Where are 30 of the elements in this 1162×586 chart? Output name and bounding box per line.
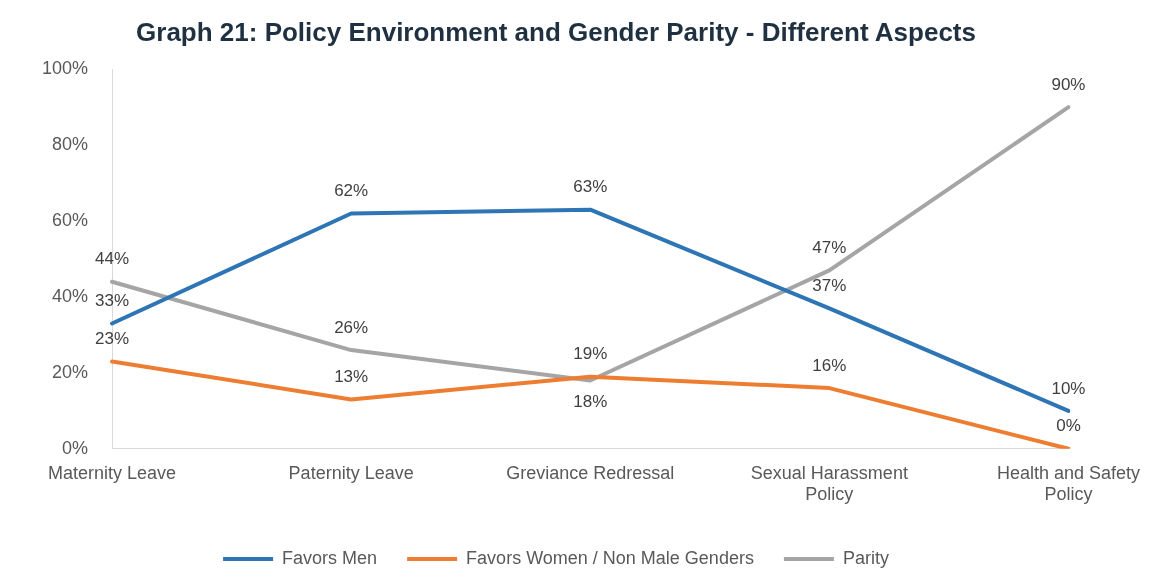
legend-label: Favors Women / Non Male Genders (466, 547, 754, 568)
chart-title: Graph 21: Policy Environment and Gender Parity - Different Aspects (136, 16, 976, 47)
x-tick-label: Paternity Leave (288, 462, 414, 483)
data-label: 0% (1056, 416, 1081, 436)
legend-label: Favors Men (282, 547, 378, 568)
x-tick-label: Maternity Leave (48, 462, 177, 483)
data-label: 26% (334, 317, 369, 337)
y-tick-label: 40% (52, 285, 89, 306)
x-tick-label: Sexual Harassment Policy (750, 462, 908, 505)
data-label: 37% (812, 276, 847, 296)
data-label: 44% (95, 249, 130, 269)
data-label: 47% (812, 238, 847, 258)
data-label: 18% (573, 392, 608, 412)
x-tick-label: Greviance Redressal (506, 462, 675, 483)
data-label: 10% (1051, 378, 1086, 398)
data-label: 19% (573, 344, 608, 364)
data-label: 23% (95, 329, 130, 349)
data-label: 33% (95, 291, 130, 311)
legend-label: Parity (842, 547, 889, 568)
y-tick-label: 80% (52, 134, 89, 155)
data-label: 90% (1051, 74, 1086, 94)
y-tick-label: 60% (52, 210, 89, 231)
data-label: 13% (334, 367, 369, 387)
x-tick-label: Health and Safety Policy (996, 462, 1141, 505)
y-tick-label: 100% (41, 58, 89, 79)
data-label: 63% (573, 177, 608, 197)
data-label: 16% (812, 355, 847, 375)
y-tick-label: 20% (52, 361, 89, 382)
data-label: 62% (334, 181, 369, 201)
y-tick-label: 0% (62, 437, 89, 458)
